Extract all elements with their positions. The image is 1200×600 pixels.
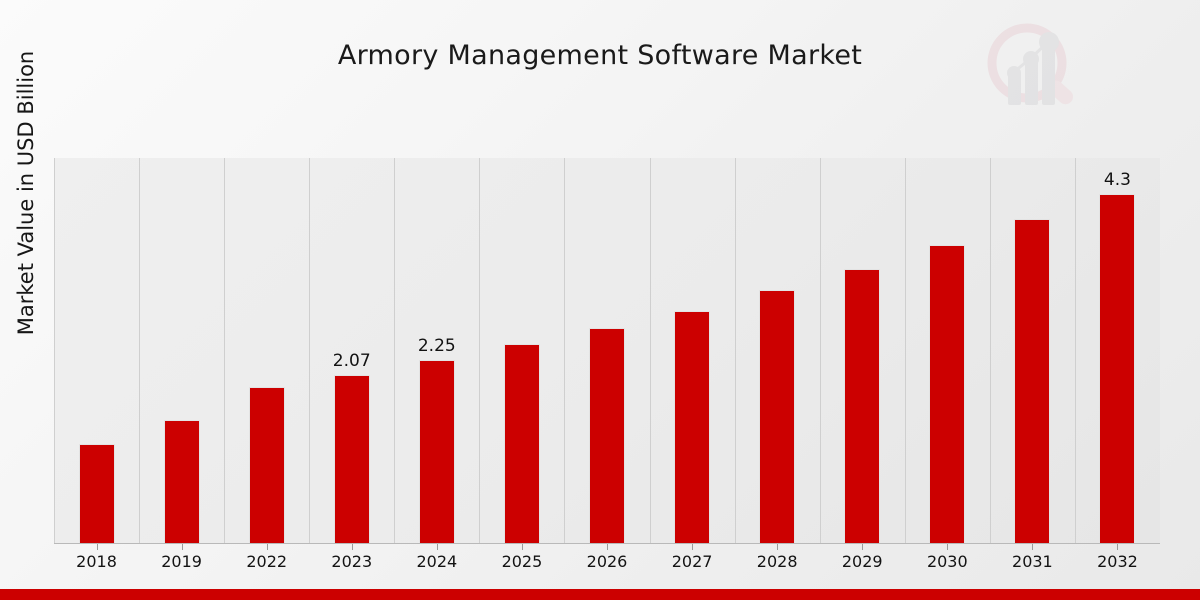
bar-2028[interactable] (759, 289, 796, 543)
x-tick-mark (352, 544, 353, 550)
bar-group (735, 158, 820, 543)
bar-2024[interactable] (418, 360, 455, 543)
bar-2031[interactable] (1014, 218, 1051, 543)
plot-area: 2.07 2.25 4.3 (54, 158, 1160, 543)
x-tick-label-2031: 2031 (1012, 552, 1053, 571)
gridline (479, 158, 480, 543)
bar-group (990, 158, 1075, 543)
gridline (990, 158, 991, 543)
bar-group (564, 158, 649, 543)
x-tick-mark (522, 544, 523, 550)
x-tick-label-2018: 2018 (76, 552, 117, 571)
bar-group (54, 158, 139, 543)
magnifier-bar-chart-logo (975, 15, 1085, 125)
bar-2022[interactable] (248, 387, 285, 543)
bar-value-label-2024: 2.25 (417, 336, 456, 357)
gridline (735, 158, 736, 543)
x-tick-label-2029: 2029 (841, 552, 883, 571)
x-tick-label-2024: 2024 (416, 552, 458, 571)
bar-group (479, 158, 564, 543)
y-axis-title: Market Value in USD Billion (14, 50, 38, 336)
bar-value-label-2032: 4.3 (1103, 169, 1131, 190)
gridline (309, 158, 310, 543)
x-tick-mark (1117, 544, 1118, 550)
x-tick-mark (862, 544, 863, 550)
bar-group (905, 158, 990, 543)
x-tick-label-2032: 2032 (1097, 552, 1138, 571)
bar-group (820, 158, 905, 543)
bar-group: 4.3 (1075, 158, 1160, 543)
x-tick-label-2026: 2026 (586, 552, 628, 571)
bar-2018[interactable] (78, 443, 115, 543)
gridline (905, 158, 906, 543)
bar-2023[interactable] (333, 374, 370, 543)
x-tick-label-2023: 2023 (331, 552, 373, 571)
x-tick-mark (97, 544, 98, 550)
bar-2025[interactable] (503, 344, 540, 543)
bar-value-label-2023: 2.07 (332, 350, 371, 371)
gridline (820, 158, 821, 543)
x-tick-mark (1032, 544, 1033, 550)
bar-2019[interactable] (163, 420, 200, 543)
x-tick-mark (267, 544, 268, 550)
x-tick-label-2030: 2030 (926, 552, 968, 571)
bar-group: 2.25 (394, 158, 479, 543)
x-tick-mark (607, 544, 608, 550)
page-title: Armory Management Software Market (337, 40, 863, 71)
gridline (1075, 158, 1076, 543)
bar-group: 2.07 (309, 158, 394, 543)
x-tick-mark (777, 544, 778, 550)
footer-accent-strip (0, 589, 1200, 600)
bar-2027[interactable] (674, 310, 711, 543)
bar-group (650, 158, 735, 543)
x-tick-label-2019: 2019 (161, 552, 202, 571)
x-tick-mark (437, 544, 438, 550)
x-tick-mark (947, 544, 948, 550)
bar-group (139, 158, 224, 543)
bar-group (224, 158, 309, 543)
x-axis-baseline (54, 543, 1160, 544)
x-tick-mark (182, 544, 183, 550)
bar-2029[interactable] (844, 269, 881, 543)
x-tick-label-2025: 2025 (501, 552, 543, 571)
x-tick-label-2027: 2027 (671, 552, 713, 571)
gridline (224, 158, 225, 543)
gridline (564, 158, 565, 543)
bar-2026[interactable] (588, 327, 625, 543)
gridline (394, 158, 395, 543)
gridline (54, 158, 55, 543)
gridline (650, 158, 651, 543)
bar-2032[interactable] (1099, 193, 1136, 543)
bar-2030[interactable] (929, 244, 966, 543)
x-tick-label-2022: 2022 (246, 552, 288, 571)
x-tick-label-2028: 2028 (756, 552, 798, 571)
gridline (139, 158, 140, 543)
x-tick-mark (692, 544, 693, 550)
